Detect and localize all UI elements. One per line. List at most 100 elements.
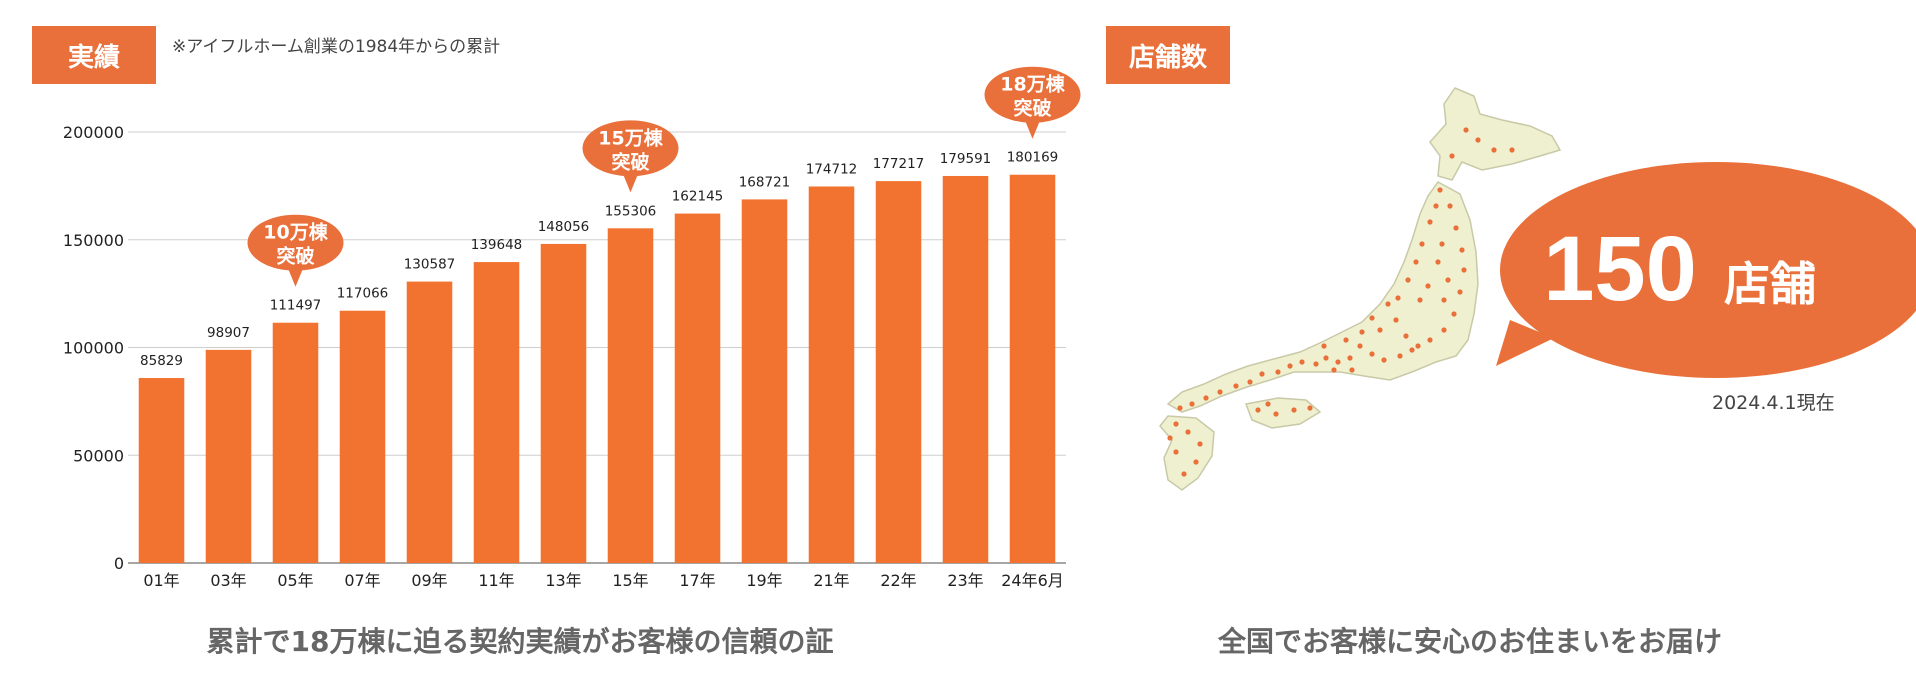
store-dot (1357, 343, 1363, 349)
x-tick-label: 13年 (545, 571, 581, 590)
store-dot (1435, 259, 1441, 265)
bars (138, 174, 1056, 564)
store-dot (1185, 429, 1191, 435)
store-dot (1417, 297, 1423, 303)
left-caption: 累計で18万棟に迫る契約実績がお客様の信頼の証 (206, 625, 834, 658)
callout-bubble (247, 214, 344, 271)
store-dot (1291, 407, 1297, 413)
callout-bubble (582, 120, 679, 177)
shikoku (1244, 397, 1322, 429)
store-dot (1441, 297, 1447, 303)
store-dot (1265, 401, 1271, 407)
bar (138, 378, 185, 563)
honshu (1166, 181, 1479, 413)
store-dot (1381, 357, 1387, 363)
value-label: 155306 (605, 203, 657, 219)
store-count-number: 150 (1543, 218, 1697, 320)
store-dot (1255, 407, 1261, 413)
y-tick-label: 50000 (73, 446, 124, 465)
store-dot (1449, 153, 1455, 159)
bar (875, 181, 922, 564)
store-count-bubble (1496, 320, 1554, 366)
japan-map (1159, 87, 1562, 491)
store-dot (1439, 241, 1445, 247)
store-dot (1445, 277, 1451, 283)
store-dot (1307, 405, 1313, 411)
store-dot (1491, 147, 1497, 153)
store-dot (1173, 421, 1179, 427)
store-dot (1377, 327, 1383, 333)
store-dot (1287, 363, 1293, 369)
bar (808, 186, 855, 563)
store-dot (1181, 471, 1187, 477)
y-axis-ticks: 0 50000 100000 150000 200000 (63, 123, 124, 573)
store-dot (1457, 289, 1463, 295)
value-label: 177217 (873, 156, 925, 172)
store-dot (1259, 371, 1265, 377)
store-dot (1197, 441, 1203, 447)
value-label: 139648 (471, 237, 523, 253)
value-label: 98907 (207, 325, 250, 341)
store-dot (1173, 449, 1179, 455)
x-tick-label: 19年 (746, 571, 782, 590)
callout-line: 18万棟 (1000, 73, 1065, 96)
store-dot (1475, 137, 1481, 143)
x-tick-label: 11年 (478, 571, 514, 590)
store-dot (1419, 241, 1425, 247)
x-tick-label: 05年 (277, 571, 313, 590)
callout-line: 10万棟 (263, 221, 328, 244)
value-label: 174712 (806, 161, 858, 177)
callout-line: 15万棟 (598, 126, 663, 149)
x-tick-label: 21年 (813, 571, 849, 590)
value-label: 85829 (140, 353, 183, 369)
store-dot (1447, 203, 1453, 209)
store-dot (1393, 317, 1399, 323)
value-label: 162145 (672, 189, 724, 205)
store-dot (1335, 359, 1341, 365)
results-tag: 実績 (32, 26, 156, 84)
y-tick-label: 150000 (63, 231, 124, 250)
store-dot (1437, 187, 1443, 193)
x-tick-label: 23年 (947, 571, 983, 590)
store-count-unit: 店舗 (1724, 257, 1816, 311)
bar (473, 262, 520, 563)
store-dot (1347, 355, 1353, 361)
store-dot (1189, 401, 1195, 407)
store-dot (1415, 343, 1421, 349)
bar (540, 243, 587, 563)
store-dot (1299, 359, 1305, 365)
store-dot (1167, 435, 1173, 441)
store-dot (1461, 267, 1467, 273)
store-dot (1509, 147, 1515, 153)
store-dot (1369, 351, 1375, 357)
x-tick-label: 07年 (344, 571, 380, 590)
store-dot (1247, 379, 1253, 385)
x-tick-label: 17年 (679, 571, 715, 590)
store-dots (1167, 127, 1515, 477)
bar (339, 310, 386, 563)
y-tick-label: 0 (114, 554, 124, 573)
store-dot (1427, 219, 1433, 225)
bar (741, 199, 788, 563)
value-label: 117066 (337, 286, 389, 302)
store-dot (1459, 247, 1465, 253)
store-dot (1275, 369, 1281, 375)
x-axis-labels: 01年 03年 05年 07年 09年 11年 13年 15年 17年 19年 21年 22年 23年 2… (143, 571, 1063, 590)
x-tick-label: 24年6月 (1001, 571, 1064, 590)
store-dot (1463, 127, 1469, 133)
bar (406, 281, 453, 563)
store-count-bubble-body (1500, 162, 1916, 378)
store-dot (1349, 367, 1355, 373)
store-dot (1385, 301, 1391, 307)
value-label: 180169 (1007, 150, 1059, 166)
store-dot (1343, 337, 1349, 343)
value-label: 130587 (404, 257, 456, 273)
cumulative-note: ※アイフルホーム創業の1984年からの累計 (172, 37, 501, 57)
bar (674, 213, 721, 564)
